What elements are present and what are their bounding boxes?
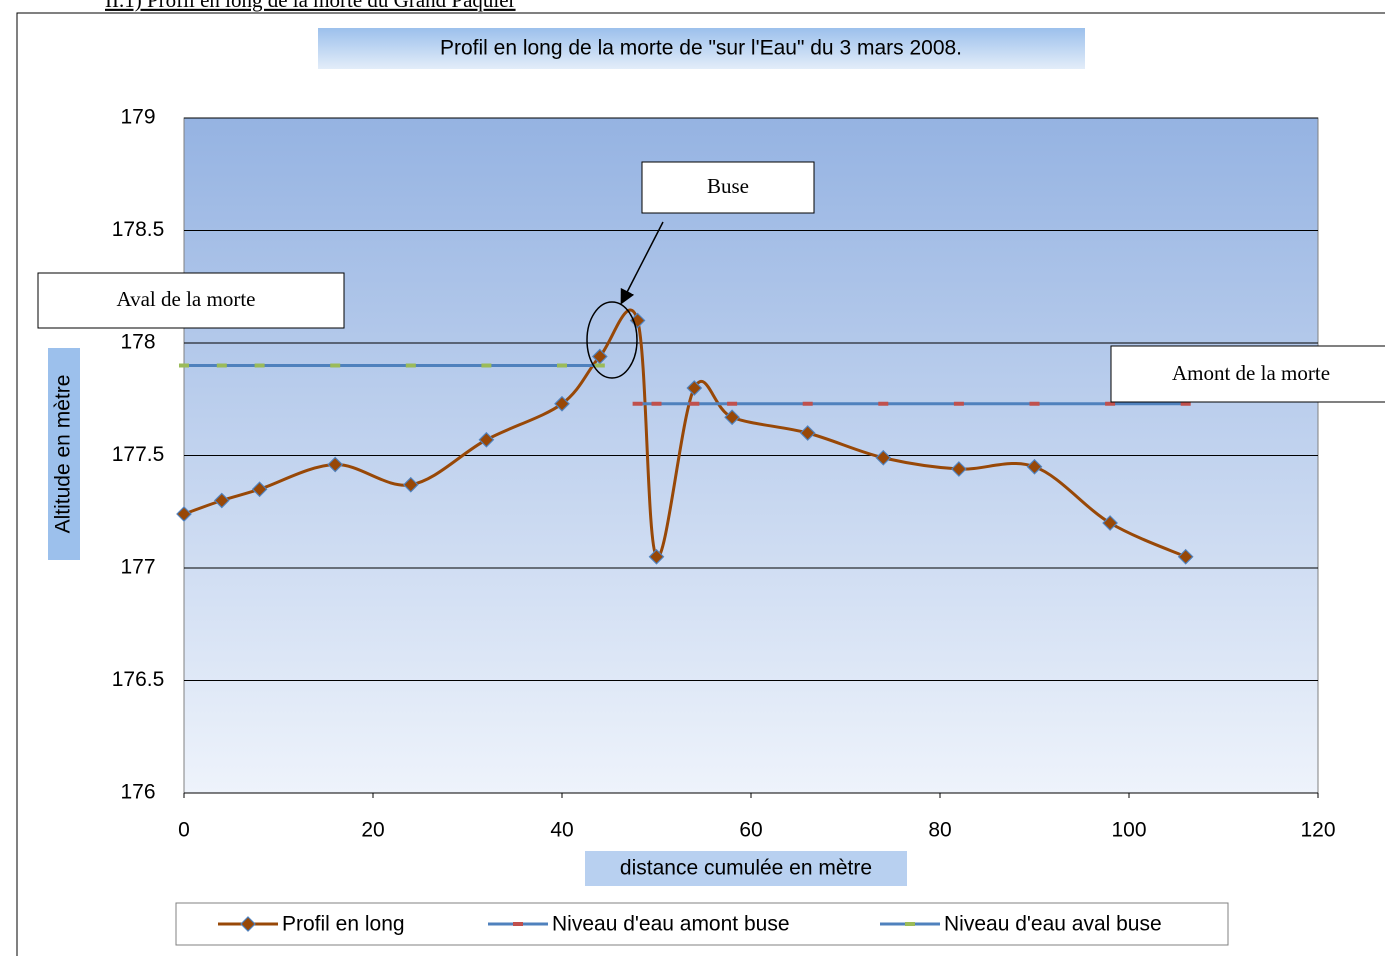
legend-label: Profil en long: [282, 913, 405, 936]
marker: [402, 476, 419, 493]
marker: [724, 409, 740, 426]
x-tick-label: 120: [1300, 819, 1335, 842]
marker: [240, 916, 256, 932]
marker: [1105, 401, 1116, 406]
marker: [905, 922, 915, 926]
marker: [554, 395, 570, 412]
marker: [594, 363, 605, 368]
annotation: Aval de la morte: [117, 287, 256, 311]
marker: [251, 481, 268, 498]
x-tick-label: 0: [178, 819, 190, 842]
marker: [1026, 458, 1043, 475]
marker: [951, 461, 967, 477]
marker: [689, 401, 700, 406]
marker: [799, 425, 816, 441]
y-tick-label: 176.5: [112, 668, 165, 691]
marker: [478, 431, 495, 448]
legend-label: Niveau d'eau amont buse: [552, 913, 790, 936]
marker: [513, 922, 523, 926]
annotation-box: [641, 161, 815, 214]
marker: [686, 380, 703, 396]
x-tick-label: 40: [550, 819, 573, 842]
y-tick-label: 176: [120, 781, 155, 804]
y-tick-label: 179: [120, 106, 155, 129]
legend: [175, 902, 1229, 946]
marker: [802, 401, 813, 406]
marker: [651, 401, 662, 406]
annotation: Amont de la morte: [1172, 361, 1330, 385]
marker: [216, 363, 227, 368]
y-axis-label: Altitude en mètre: [52, 375, 75, 534]
marker: [254, 363, 265, 368]
highlight-ellipse: [586, 301, 638, 379]
x-tick-label: 80: [928, 819, 951, 842]
marker: [330, 363, 341, 368]
marker: [176, 506, 192, 522]
chart-title: Profil en long de la morte de "sur l'Eau…: [440, 37, 962, 60]
y-tick-label: 178.5: [112, 218, 165, 241]
annotation: Buse: [707, 174, 749, 198]
marker: [213, 492, 230, 509]
marker: [557, 363, 567, 368]
marker: [1180, 401, 1191, 406]
marker: [648, 548, 665, 565]
marker: [1177, 548, 1194, 565]
marker: [875, 449, 892, 466]
marker: [179, 363, 189, 368]
marker: [1102, 515, 1118, 531]
arrow: [620, 221, 664, 305]
x-tick-label: 20: [361, 819, 384, 842]
marker: [727, 401, 738, 406]
y-tick-label: 177.5: [112, 443, 165, 466]
annotation-box: [37, 272, 345, 329]
legend-label: Niveau d'eau aval buse: [944, 913, 1162, 936]
marker: [481, 363, 492, 368]
x-axis-label: distance cumulée en mètre: [620, 857, 872, 880]
y-tick-label: 178: [120, 331, 155, 354]
marker: [405, 363, 416, 368]
marker: [327, 456, 344, 473]
x-label-box: [585, 851, 907, 886]
x-tick-label: 60: [739, 819, 762, 842]
marker: [953, 401, 964, 406]
title-box: [318, 28, 1085, 69]
annotation-box: [1110, 345, 1385, 403]
y-tick-label: 177: [120, 556, 155, 579]
marker: [1029, 401, 1040, 406]
marker: [632, 401, 643, 406]
y-label-box: [48, 348, 80, 560]
x-tick-label: 100: [1111, 819, 1146, 842]
marker: [878, 401, 889, 406]
heading: II.1) Profil en long de la morte du Gran…: [105, 0, 516, 12]
